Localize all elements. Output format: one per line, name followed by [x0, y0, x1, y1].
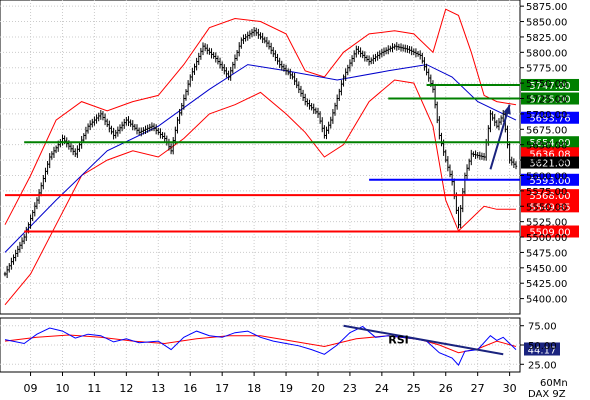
day-label: 09	[24, 382, 38, 395]
level-label-bg	[521, 189, 579, 202]
level-label-bg	[521, 92, 579, 105]
level-label: 5549.85	[521, 200, 579, 213]
day-label: 11	[87, 382, 101, 395]
price-tick-label: 5875.00	[526, 2, 567, 13]
forecast-arrow-head	[503, 104, 511, 115]
level-label: 5747.00	[521, 78, 579, 92]
day-label: 10	[55, 382, 69, 395]
level-label: 5593.00	[521, 173, 579, 187]
price-tick-label: 5775.00	[526, 64, 567, 75]
day-label: 25	[407, 382, 421, 395]
level-label-text: 5693.76	[529, 114, 570, 125]
rsi-trend-line	[343, 324, 504, 356]
price-tick-label: 5850.00	[526, 18, 567, 29]
forecast-arrow-shaft	[489, 104, 511, 170]
level-label-text: 5747.00	[529, 81, 570, 92]
rsi-signal-line	[4, 334, 517, 354]
timeframe-label: 60Mn	[540, 378, 568, 389]
price-tick-label: 5675.00	[526, 125, 567, 136]
level-label: 5509.00	[521, 225, 579, 238]
instrument-label: DAX 9Z	[528, 389, 566, 400]
day-label: 27	[471, 382, 485, 395]
price-bar	[514, 161, 518, 170]
rsi-tick-label: 75.00	[528, 322, 557, 333]
day-label: 24	[375, 382, 389, 395]
level-label-text: 5654.00	[529, 138, 570, 149]
price-tick-label: 5475.00	[526, 248, 567, 259]
day-label: 23	[343, 382, 357, 395]
level-label: 5568.00	[521, 189, 579, 202]
price-tick-label: 5650.00	[526, 141, 567, 152]
level-label: 5636.08	[521, 147, 579, 160]
day-label: 13	[151, 382, 165, 395]
price-tick-label: 5450.00	[526, 264, 567, 275]
support-resistance-levels: 5747.00 5725.00 5693.76 5654.005636.085621.…	[5, 78, 579, 238]
level-label-bg	[521, 200, 579, 213]
level-label: 5693.76	[521, 111, 579, 125]
price-tick-label: 5425.00	[526, 279, 567, 290]
level-label-bg	[521, 111, 579, 124]
rsi-label: RSI	[388, 333, 409, 346]
level-label: 5725.00	[521, 92, 579, 106]
level-label-bg	[521, 136, 579, 149]
level-label-bg	[521, 156, 579, 169]
day-label: 17	[215, 382, 229, 395]
day-label: 12	[119, 382, 133, 395]
rsi-value-bg	[524, 342, 560, 356]
level-label: 5654.00	[521, 136, 579, 149]
day-label: 26	[439, 382, 453, 395]
rsi-tick-label: 25.00	[528, 360, 557, 371]
level-label-text: 5593.00	[529, 176, 570, 187]
rsi-panel: 44.17	[0, 324, 560, 366]
level-label-bg	[521, 147, 579, 160]
day-label: 18	[247, 382, 261, 395]
level-label-text: 5636.08	[529, 149, 570, 160]
level-label-text: 5725.00	[529, 95, 570, 106]
day-label: 30	[503, 382, 517, 395]
level-label-text: 5621.00	[529, 159, 570, 170]
price-tick-label: 5625.00	[526, 156, 567, 167]
level-label: 5621.00	[521, 156, 579, 170]
day-label: 20	[311, 382, 325, 395]
price-tick-label: 5500.00	[526, 233, 567, 244]
day-label: 16	[183, 382, 197, 395]
rsi-panel-frame	[0, 317, 521, 373]
price-tick-label: 5725.00	[526, 95, 567, 106]
price-tick-label: 5750.00	[526, 79, 567, 90]
bollinger-upper-line	[4, 8, 517, 225]
rsi-tick-label: 50.00	[528, 341, 557, 352]
price-tick-label: 5400.00	[526, 295, 567, 306]
price-tick-label: 5800.00	[526, 48, 567, 59]
level-label-bg	[521, 225, 579, 238]
level-label-text: 5549.85	[529, 202, 570, 213]
price-tick-label: 5700.00	[526, 110, 567, 121]
price-tick-label: 5525.00	[526, 218, 567, 229]
price-panel-frame	[0, 0, 521, 315]
price-tick-label: 5825.00	[526, 33, 567, 44]
rsi-line	[4, 325, 517, 366]
rsi-value-label: 44.17	[528, 345, 557, 356]
grid	[0, 0, 521, 373]
price-tick-label: 5600.00	[526, 171, 567, 182]
axes: 5400.00 5425.00 5450.00 5475.00 5500.00 5525.…	[24, 2, 568, 395]
level-label-text: 5509.00	[529, 227, 570, 238]
level-label-text: 5568.00	[529, 191, 570, 202]
price-tick-label: 5575.00	[526, 187, 567, 198]
price-tick-label: 5550.00	[526, 202, 567, 213]
level-label-bg	[521, 78, 579, 91]
day-label: 19	[279, 382, 293, 395]
level-label-bg	[521, 173, 579, 186]
